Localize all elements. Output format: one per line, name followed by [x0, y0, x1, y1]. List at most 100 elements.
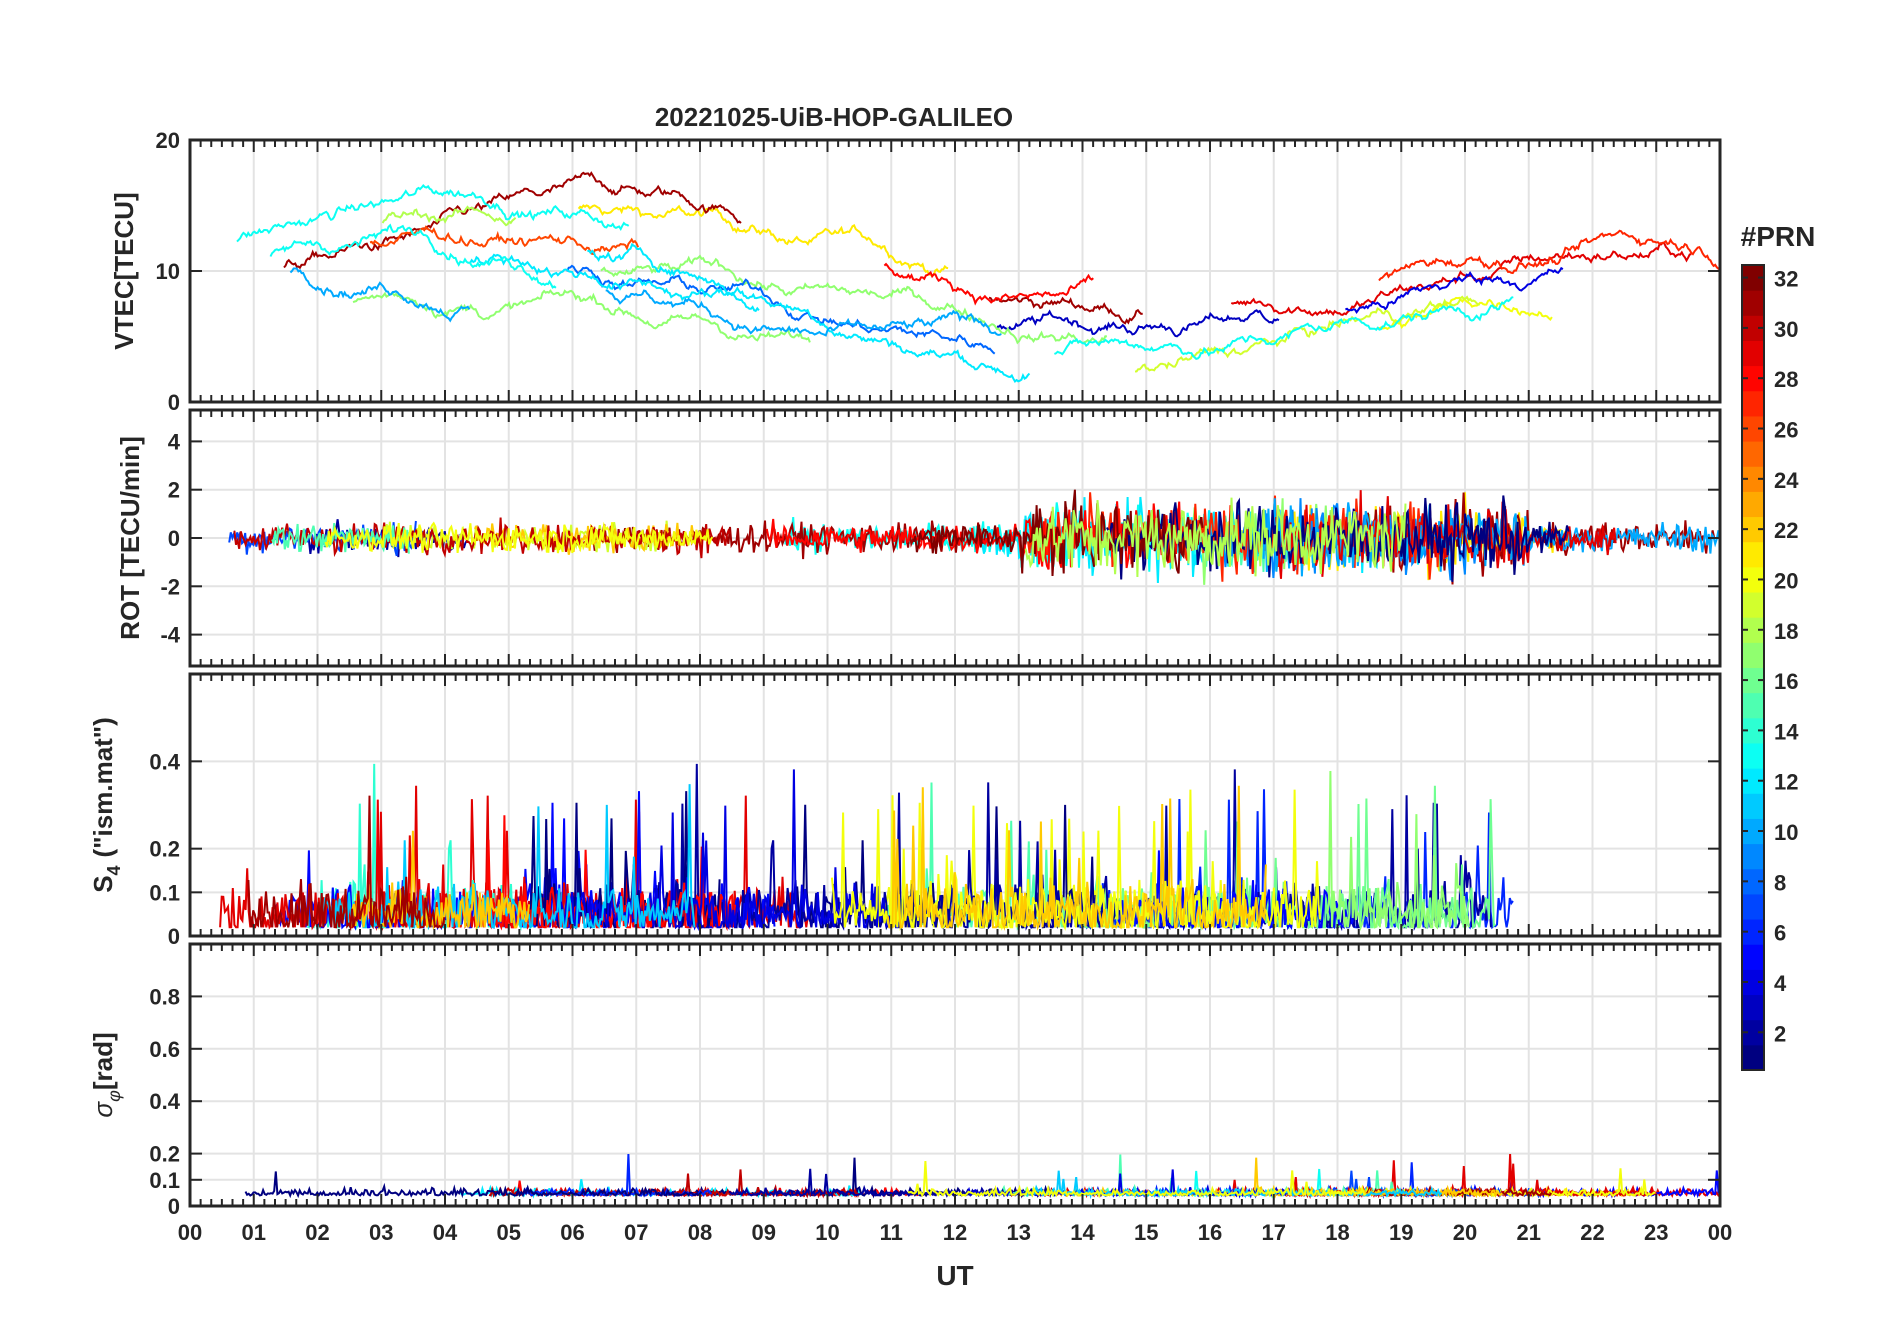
x-tick-label: 17	[1262, 1220, 1286, 1245]
prn-trace	[907, 1160, 1367, 1199]
sigma-ylabel-sub: φ	[104, 1090, 124, 1102]
prn-trace	[1326, 770, 1470, 932]
colorbar-tick-label: 20	[1774, 568, 1798, 593]
y-tick-label: 0.2	[149, 1142, 180, 1167]
prn-trace	[236, 184, 630, 243]
colorbar-tick-label: 24	[1774, 468, 1799, 493]
colorbar-swatch	[1742, 919, 1764, 945]
colorbar-tick-label: 8	[1774, 870, 1786, 895]
colorbar-tick-label: 32	[1774, 267, 1798, 292]
colorbar-swatch	[1742, 717, 1764, 744]
colorbar-swatch	[1742, 617, 1764, 643]
colorbar-swatch	[1742, 742, 1764, 769]
s4-ylabel: S4 ("ism.mat")	[88, 717, 124, 893]
x-tick-label: 13	[1007, 1220, 1031, 1245]
prn-trace	[587, 242, 1031, 383]
x-axis-ticks: 00 01 02 03 04 05 06 07 08 09 10 11 12 13 14 15 16 17 18 19…	[178, 1220, 1732, 1245]
colorbar-tick-label: 18	[1774, 619, 1798, 644]
x-tick-label: 16	[1198, 1220, 1222, 1245]
colorbar-tick-label: 12	[1774, 770, 1798, 795]
panel-rot: -4 -2 0 2 4 ROT [TECU/min]	[115, 408, 1722, 668]
prn-trace	[996, 309, 1280, 338]
y-tick-label: 0	[168, 924, 180, 949]
x-tick-label: 18	[1325, 1220, 1349, 1245]
colorbar-swatch	[1742, 667, 1764, 694]
colorbar-swatch	[1742, 516, 1764, 543]
x-tick-label: 11	[880, 1220, 903, 1245]
s4-ylabel-main: S	[88, 875, 118, 892]
x-tick-label: 03	[369, 1220, 393, 1245]
colorbar-swatch	[1742, 893, 1764, 920]
y-tick-label: -4	[160, 623, 180, 648]
x-tick-label: 06	[560, 1220, 584, 1245]
prn-trace	[469, 253, 760, 313]
x-tick-label: 20	[1453, 1220, 1477, 1245]
x-tick-label: 04	[433, 1220, 458, 1245]
colorbar-frame	[1741, 264, 1765, 1071]
colorbar-swatch	[1742, 265, 1764, 291]
sigma-ylabel-rest: [rad]	[88, 1032, 118, 1090]
x-tick-label: 12	[943, 1220, 967, 1245]
colorbar-swatch	[1742, 843, 1764, 870]
colorbar-swatch	[1742, 290, 1764, 316]
prn-trace	[283, 171, 742, 270]
x-tick-label: 21	[1517, 1220, 1541, 1245]
x-tick-label: 15	[1134, 1220, 1158, 1245]
colorbar-swatch	[1742, 592, 1764, 618]
y-tick-label: 4	[168, 429, 181, 454]
colorbar-swatch	[1742, 390, 1764, 417]
prn-trace	[381, 205, 517, 227]
colorbar-tick-label: 28	[1774, 367, 1798, 392]
panel-s4: 0 0.1 0.2 0.4 S4 ("ism.mat")	[88, 672, 1722, 949]
x-tick-label: 14	[1070, 1220, 1095, 1245]
y-tick-label: 0.4	[149, 1089, 180, 1114]
colorbar-tick-label: 16	[1774, 669, 1798, 694]
colorbar-tick-label: 4	[1774, 971, 1787, 996]
colorbar-swatch	[1742, 415, 1764, 442]
chart-title: 20221025-UiB-HOP-GALILEO	[655, 102, 1013, 132]
s4-ylabel-rest: ("ism.mat")	[88, 717, 118, 857]
y-tick-label: 0.1	[149, 1168, 180, 1193]
colorbar-tick-label: 26	[1774, 418, 1798, 443]
y-tick-label: 2	[168, 478, 180, 503]
x-tick-label: 08	[688, 1220, 712, 1245]
colorbar-tick-label: 30	[1774, 317, 1798, 342]
prn-trace	[269, 223, 557, 289]
y-tick-label: 20	[156, 128, 180, 153]
colorbar-swatch	[1742, 466, 1764, 492]
prn-trace	[883, 262, 1094, 306]
y-tick-label: 0.8	[149, 984, 180, 1009]
colorbar-tick-label: 2	[1774, 1021, 1786, 1046]
x-tick-label: 00	[1708, 1220, 1732, 1245]
colorbar-swatch	[1742, 541, 1764, 568]
prn-trace	[577, 204, 949, 278]
x-tick-label: 22	[1580, 1220, 1604, 1245]
prn-trace	[728, 1168, 1035, 1198]
colorbar-swatch	[1742, 868, 1764, 895]
vtec-ylabel: VTEC[TECU]	[109, 192, 139, 349]
y-tick-label: 0	[168, 390, 180, 415]
colorbar-swatch	[1742, 768, 1764, 794]
y-tick-label: -2	[160, 574, 180, 599]
panel-vtec: 0 10 20 VTEC[TECU]	[109, 128, 1722, 415]
s4-ylabel-sub: 4	[104, 865, 124, 875]
prn-trace	[830, 789, 1322, 931]
prn-trace	[233, 517, 731, 559]
colorbar-swatch	[1742, 340, 1764, 367]
colorbar-title: #PRN	[1741, 221, 1816, 252]
prn-trace	[244, 1171, 703, 1199]
sigma-ylabel-main: σ	[88, 1101, 118, 1118]
prn-trace	[988, 295, 1143, 325]
colorbar-tick-label: 6	[1774, 921, 1786, 946]
colorbar-swatch	[1742, 944, 1764, 970]
prn-trace	[605, 289, 1002, 337]
x-tick-label: 05	[497, 1220, 521, 1245]
y-tick-label: 0.2	[149, 837, 180, 862]
colorbar-swatch	[1742, 642, 1764, 668]
colorbar-swatch	[1742, 566, 1764, 593]
x-tick-label: 19	[1389, 1220, 1413, 1245]
colorbar-tick-label: 22	[1774, 518, 1798, 543]
y-tick-label: 0	[168, 1194, 180, 1219]
colorbar-swatch	[1742, 1044, 1764, 1071]
